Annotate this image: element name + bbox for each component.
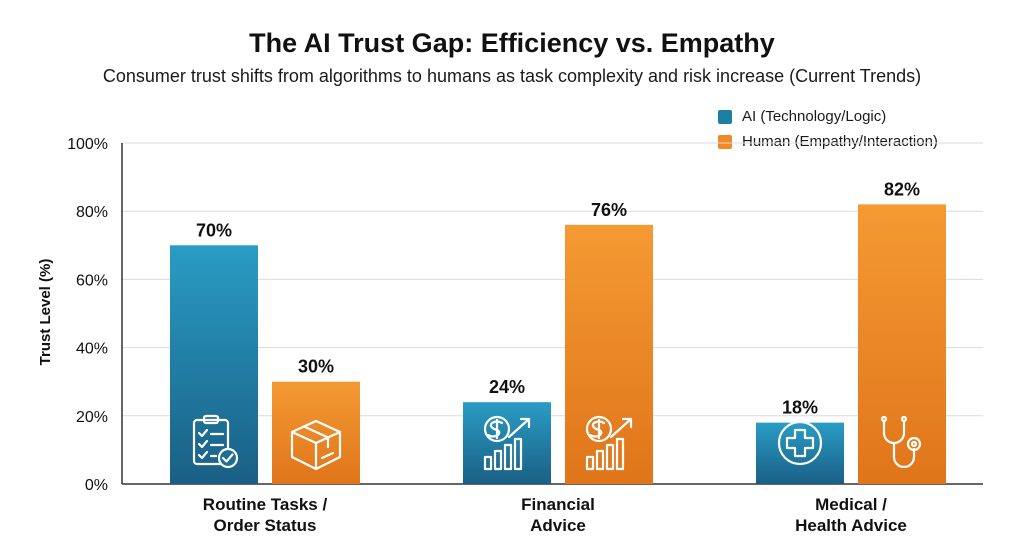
x-tick-label-line: Routine Tasks /: [203, 495, 328, 514]
bar-human: [565, 224, 653, 484]
bar-ai: [756, 422, 844, 484]
bar-human: [858, 204, 946, 484]
y-tick-label: 20%: [76, 409, 108, 426]
data-label: 70%: [196, 220, 232, 240]
data-label: 82%: [884, 179, 920, 199]
chart-subtitle: Consumer trust shifts from algorithms to…: [102, 66, 922, 86]
y-tick-label: 0%: [85, 477, 108, 494]
y-axis-label: Trust Level (%): [37, 259, 54, 366]
data-label: 18%: [782, 398, 818, 418]
plot-area: 0% 20% 40% 60% 80% 100% 70% 30% Routine Tasks / O…: [67, 136, 983, 535]
y-tick-label: 100%: [67, 136, 108, 153]
legend-item-human: Human (Empathy/Interaction): [718, 133, 938, 150]
data-label: 30%: [298, 357, 334, 377]
x-tick-label: Medical / Health Advice: [795, 495, 907, 535]
y-tick-label: 40%: [76, 341, 108, 358]
x-tick-label-line: Medical /: [815, 495, 887, 514]
bar-ai: [170, 245, 258, 484]
legend-swatch-human: [718, 134, 732, 149]
x-tick-label: Financial Advice: [521, 495, 595, 535]
data-label: 24%: [489, 377, 525, 397]
x-tick-label-line: Advice: [530, 516, 586, 535]
legend-swatch-ai: [718, 109, 732, 124]
x-tick-label-line: Order Status: [214, 516, 317, 535]
x-tick-label-line: Financial: [521, 495, 595, 514]
x-tick-label-line: Health Advice: [795, 516, 907, 535]
y-tick-label: 60%: [76, 272, 108, 289]
legend-label-ai: AI (Technology/Logic): [742, 108, 887, 125]
legend-label-human: Human (Empathy/Interaction): [742, 133, 938, 150]
chart-title: The AI Trust Gap: Efficiency vs. Empathy: [249, 28, 775, 58]
bar-ai: [463, 402, 551, 484]
y-tick-label: 80%: [76, 204, 108, 221]
legend-item-ai: AI (Technology/Logic): [718, 108, 886, 125]
x-tick-label: Routine Tasks / Order Status: [203, 495, 328, 535]
data-label: 76%: [591, 200, 627, 220]
